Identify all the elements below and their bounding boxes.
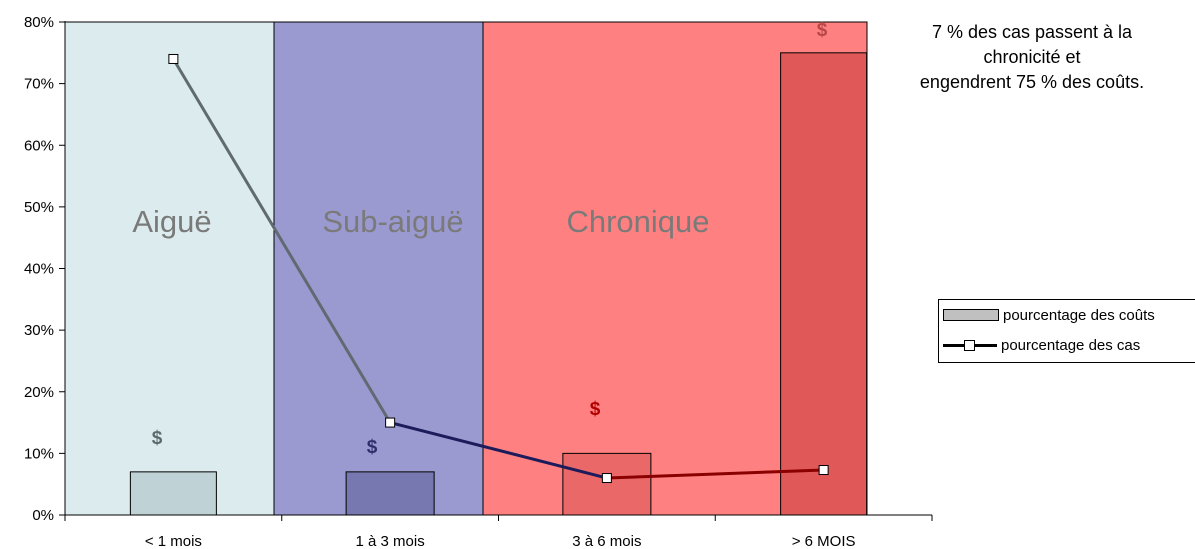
cases-line-segment bbox=[389, 421, 608, 480]
y-tick-label: 70% bbox=[24, 76, 54, 93]
y-tick-label: 0% bbox=[32, 507, 54, 524]
y-tick-label: 50% bbox=[24, 199, 54, 216]
region-2 bbox=[273, 21, 484, 516]
region-label-1: Aiguë bbox=[132, 204, 211, 239]
annotation-line-3: engendrent 75 % des coûts. bbox=[919, 72, 1145, 92]
dollar-marker: $ bbox=[590, 399, 601, 420]
cost-bar bbox=[780, 52, 868, 516]
dollar-marker: $ bbox=[152, 428, 163, 449]
cost-bar bbox=[562, 452, 652, 516]
cases-line-segment bbox=[606, 468, 824, 480]
dollar-marker: $ bbox=[367, 437, 378, 458]
legend-bar-swatch bbox=[943, 309, 999, 321]
x-tick-label: < 1 mois bbox=[145, 533, 202, 549]
cost-bar bbox=[129, 471, 217, 516]
cost-bar bbox=[345, 471, 435, 516]
dollar-marker: $ bbox=[817, 20, 828, 41]
legend-label-cases: pourcentage des cas bbox=[1001, 336, 1141, 354]
legend: pourcentage des coûts pourcentage des ca… bbox=[938, 299, 1195, 363]
region-1 bbox=[64, 21, 275, 516]
y-tick-label: 60% bbox=[24, 137, 54, 154]
chart-annotation: 7 % des cas passent à la chronicité et e… bbox=[868, 20, 1195, 95]
y-tick-label: 30% bbox=[24, 322, 54, 339]
region-label-2: Sub-aiguë bbox=[322, 204, 463, 239]
cases-point bbox=[601, 473, 612, 484]
annotation-line-2: chronicité et bbox=[983, 47, 1081, 67]
y-tick-label: 40% bbox=[24, 261, 54, 278]
y-tick-label: 10% bbox=[24, 445, 54, 462]
cases-point bbox=[168, 53, 179, 64]
x-tick-label: 3 à 6 mois bbox=[572, 533, 641, 549]
cases-point bbox=[385, 417, 396, 428]
region-label-3: Chronique bbox=[566, 204, 709, 239]
y-tick-label: 80% bbox=[24, 14, 54, 31]
cost-bars bbox=[129, 52, 868, 516]
axes: 0% 10% 20% 30% 40% 50% 60% 70% 80% < 1 mois 1 à 3 … bbox=[24, 14, 933, 549]
annotation-line-1: 7 % des cas passent à la bbox=[931, 22, 1133, 42]
y-tick-label: 20% bbox=[24, 384, 54, 401]
legend-item-costs: pourcentage des coûts bbox=[939, 304, 1155, 326]
cases-point bbox=[818, 465, 829, 476]
cases-line-segment bbox=[172, 58, 392, 424]
dollar-markers: $ $ $ $ bbox=[152, 20, 828, 458]
x-tick-label: 1 à 3 mois bbox=[356, 533, 425, 549]
legend-label-costs: pourcentage des coûts bbox=[1003, 306, 1155, 324]
x-tick-label: > 6 MOIS bbox=[792, 533, 856, 549]
cases-line bbox=[168, 53, 829, 484]
legend-item-cases: pourcentage des cas bbox=[939, 334, 1140, 356]
legend-line-swatch bbox=[943, 339, 997, 351]
